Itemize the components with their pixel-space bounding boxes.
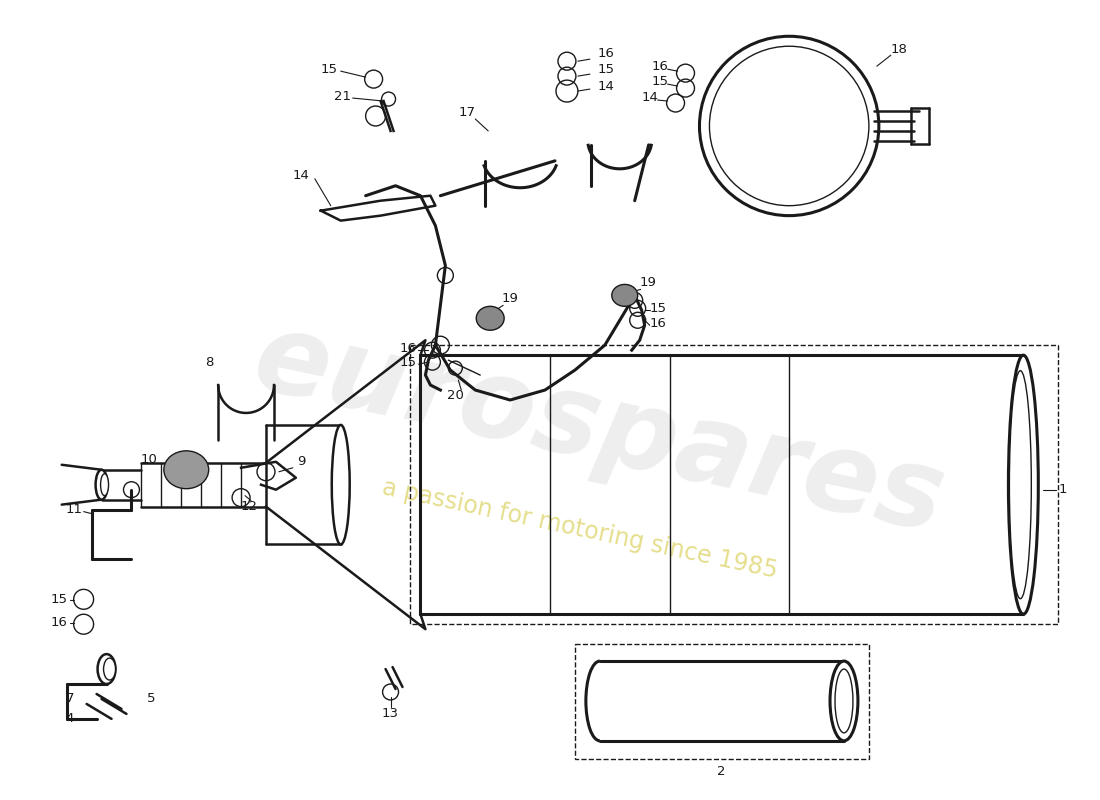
Text: 8: 8 xyxy=(205,356,213,369)
Text: 16: 16 xyxy=(51,616,67,629)
Text: 2: 2 xyxy=(717,766,726,778)
Ellipse shape xyxy=(1010,370,1032,598)
Text: 16: 16 xyxy=(651,60,668,73)
Bar xyxy=(575,644,869,758)
Text: 16: 16 xyxy=(649,317,667,330)
Text: 15: 15 xyxy=(320,62,338,76)
Text: 18: 18 xyxy=(890,42,908,56)
Text: 7: 7 xyxy=(65,693,74,706)
Text: 10: 10 xyxy=(141,454,157,466)
Ellipse shape xyxy=(164,451,209,489)
Ellipse shape xyxy=(612,285,638,306)
Text: 19: 19 xyxy=(502,292,518,305)
Text: 13: 13 xyxy=(382,707,399,721)
Ellipse shape xyxy=(96,470,108,500)
Text: 19: 19 xyxy=(639,276,656,289)
Ellipse shape xyxy=(103,658,116,680)
Text: 12: 12 xyxy=(241,500,257,513)
Text: a passion for motoring since 1985: a passion for motoring since 1985 xyxy=(379,476,780,583)
Text: 14: 14 xyxy=(641,90,658,103)
Text: 17: 17 xyxy=(459,106,476,119)
Text: 15: 15 xyxy=(400,356,417,369)
Ellipse shape xyxy=(98,654,116,684)
Ellipse shape xyxy=(476,306,504,330)
Ellipse shape xyxy=(1009,355,1038,614)
Text: 15: 15 xyxy=(51,593,67,606)
Text: 14: 14 xyxy=(597,79,615,93)
Text: 9: 9 xyxy=(297,455,305,468)
Ellipse shape xyxy=(100,474,109,496)
Text: 16: 16 xyxy=(400,342,417,354)
Text: 1: 1 xyxy=(1058,483,1067,496)
Ellipse shape xyxy=(835,669,852,733)
Text: 5: 5 xyxy=(147,693,155,706)
Text: 16: 16 xyxy=(597,46,615,60)
Ellipse shape xyxy=(332,425,350,545)
Text: 11: 11 xyxy=(65,503,82,516)
Text: 14: 14 xyxy=(293,170,309,182)
Text: 15: 15 xyxy=(649,302,667,315)
Text: eurospares: eurospares xyxy=(245,305,955,555)
Ellipse shape xyxy=(830,661,858,741)
Text: 20: 20 xyxy=(447,389,464,402)
Text: 21: 21 xyxy=(334,90,351,102)
Text: 15: 15 xyxy=(597,62,615,76)
Text: 4: 4 xyxy=(66,712,74,726)
Bar xyxy=(410,345,1058,624)
Text: 15: 15 xyxy=(651,74,668,88)
